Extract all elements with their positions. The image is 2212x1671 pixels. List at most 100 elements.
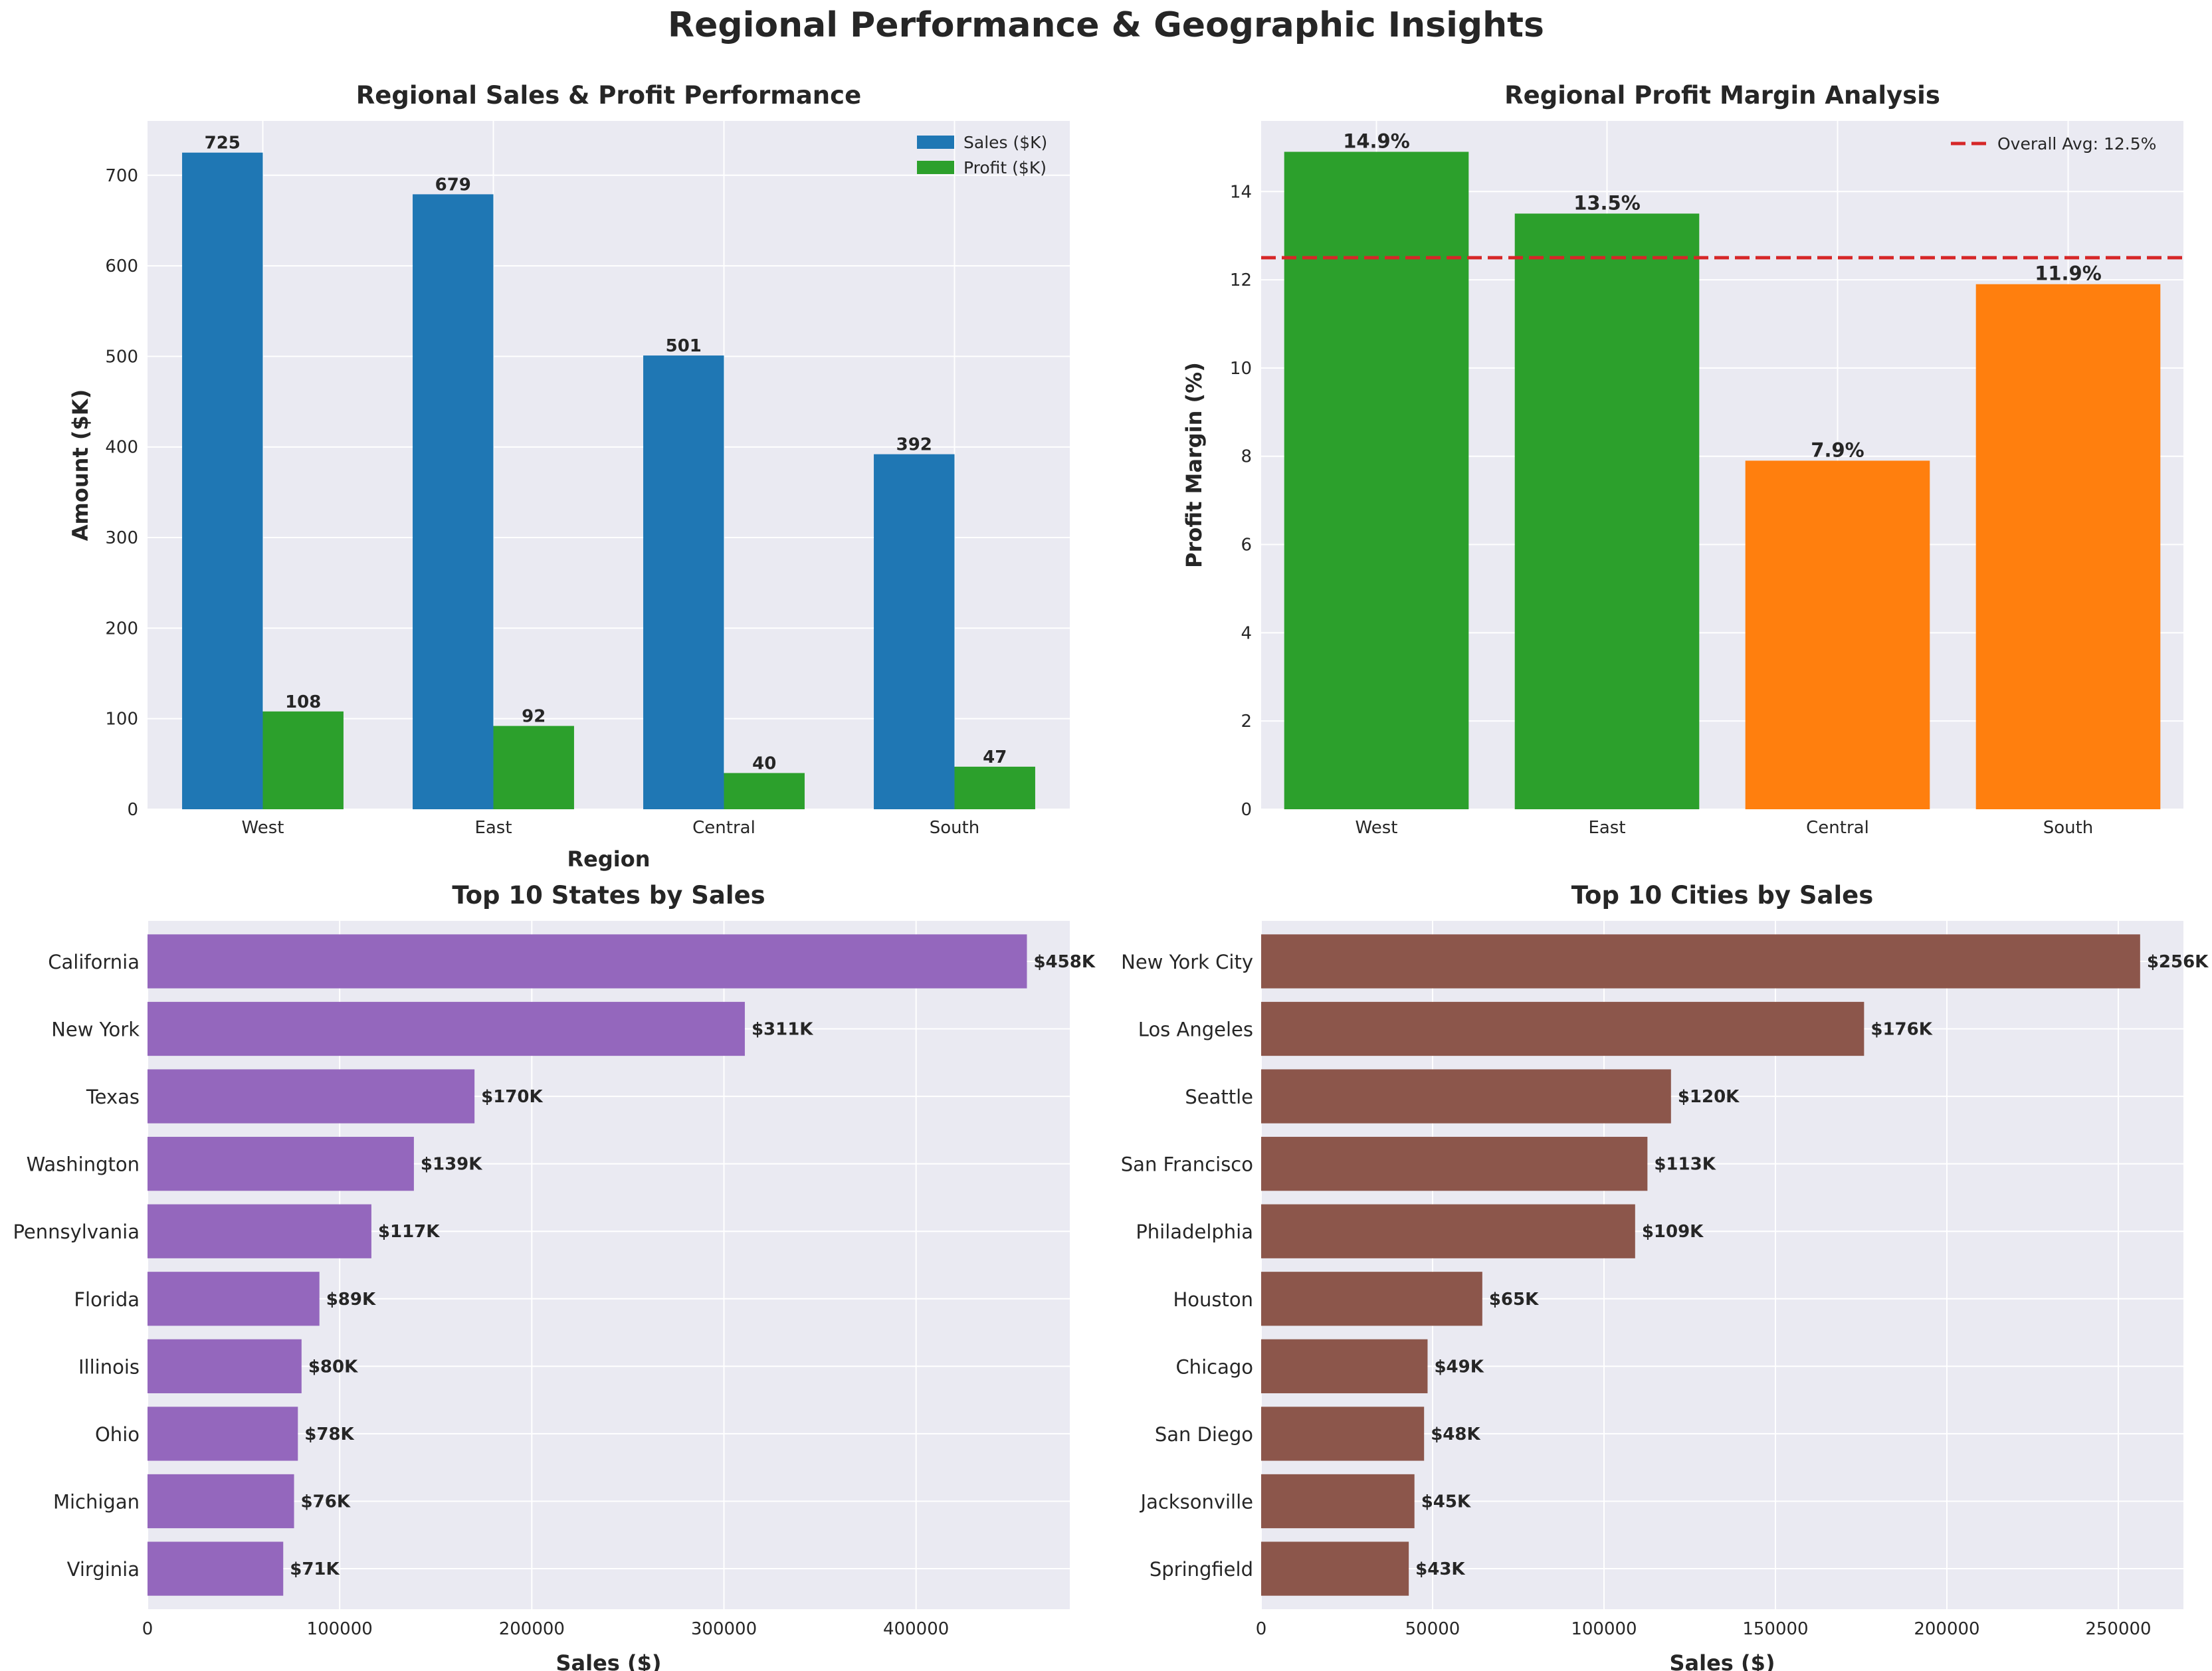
y-tick-label: 10	[1230, 359, 1252, 379]
city-bar	[1261, 1541, 1409, 1596]
y-tick-label: 400	[105, 438, 138, 458]
state-name-label: Texas	[86, 1086, 140, 1108]
state-bar	[148, 1137, 414, 1191]
y-tick-label: 500	[105, 347, 138, 367]
city-data-label: $109K	[1642, 1222, 1704, 1242]
x-tick-label-central: Central	[692, 818, 755, 838]
state-bar	[148, 1541, 284, 1596]
city-name-label: San Diego	[1155, 1423, 1253, 1446]
x-tick-label-east: East	[474, 818, 512, 838]
city-data-label: $45K	[1421, 1492, 1471, 1512]
state-data-label: $89K	[326, 1290, 376, 1310]
x-tick-label: 300000	[691, 1619, 757, 1639]
y-tick-label: 14	[1230, 182, 1252, 202]
city-name-label: Philadelphia	[1136, 1221, 1253, 1243]
y-tick-label: 700	[105, 166, 138, 186]
x-axis-label: Sales ($)	[1669, 1650, 1775, 1671]
city-bar	[1261, 1474, 1415, 1529]
y-tick-label: 0	[127, 800, 138, 820]
city-name-label: Jacksonville	[1140, 1490, 1253, 1513]
profit-data-label: 47	[983, 747, 1007, 767]
city-name-label: Houston	[1173, 1288, 1253, 1311]
city-data-label: $43K	[1415, 1559, 1465, 1579]
city-name-label: San Francisco	[1121, 1153, 1253, 1176]
city-name-label: Seattle	[1185, 1086, 1253, 1108]
sales-data-label: 725	[205, 134, 241, 153]
state-name-label: New York	[51, 1019, 140, 1041]
profit-bar-central	[724, 773, 805, 809]
state-name-label: Ohio	[95, 1423, 140, 1446]
margin-bar-south	[1975, 284, 2161, 809]
city-data-label: $113K	[1654, 1155, 1716, 1175]
x-tick-label-central: Central	[1806, 818, 1869, 838]
y-tick-label: 300	[105, 528, 138, 548]
margin-bar-east	[1514, 213, 1700, 809]
profit-data-label: 92	[522, 707, 546, 727]
legend-label-profit: Profit ($K)	[963, 158, 1047, 177]
figure-title: Regional Performance & Geographic Insigh…	[668, 5, 1544, 45]
state-name-label: California	[48, 951, 140, 973]
city-data-label: $176K	[1870, 1020, 1932, 1040]
city-data-label: $65K	[1489, 1290, 1539, 1310]
city-name-label: New York City	[1121, 951, 1253, 973]
city-bar	[1261, 1204, 1635, 1258]
state-bar	[148, 1474, 294, 1529]
x-tick-label: 150000	[1742, 1619, 1808, 1639]
profit-data-label: 108	[285, 692, 321, 712]
state-name-label: Pennsylvania	[13, 1221, 140, 1243]
state-data-label: $458K	[1033, 952, 1095, 972]
y-axis-label: Amount ($K)	[68, 389, 93, 541]
sales-bar-east	[413, 194, 494, 810]
chart-title-4: Top 10 Cities by Sales	[1571, 881, 1874, 910]
y-tick-label: 6	[1241, 536, 1252, 555]
margin-bar-west	[1284, 151, 1469, 809]
city-name-label: Springfield	[1150, 1558, 1253, 1581]
x-tick-label: 0	[1256, 1619, 1267, 1639]
x-tick-label: 100000	[1571, 1619, 1637, 1639]
x-tick-label: 50000	[1405, 1619, 1460, 1639]
sales-data-label: 679	[435, 175, 471, 195]
city-bar	[1261, 1272, 1482, 1326]
sales-bar-central	[643, 355, 724, 809]
x-tick-label-east: East	[1588, 818, 1625, 838]
x-tick-label-south: South	[2043, 818, 2094, 838]
x-tick-label: 250000	[2085, 1619, 2151, 1639]
state-data-label: $170K	[481, 1087, 543, 1107]
city-name-label: Los Angeles	[1138, 1019, 1253, 1041]
margin-data-label: 7.9%	[1811, 439, 1864, 461]
state-data-label: $311K	[752, 1020, 813, 1040]
state-name-label: Michigan	[53, 1490, 140, 1513]
legend-swatch-profit	[917, 161, 954, 174]
x-tick-label: 100000	[307, 1619, 373, 1639]
legend-swatch-sales	[917, 136, 954, 149]
y-tick-label: 12	[1230, 270, 1252, 290]
x-tick-label: 400000	[883, 1619, 949, 1639]
profit-bar-south	[954, 766, 1035, 809]
sales-bar-west	[182, 152, 263, 810]
x-tick-label-west: West	[1356, 818, 1398, 838]
margin-bar-central	[1745, 460, 1930, 809]
chart-title-2: Regional Profit Margin Analysis	[1504, 81, 1940, 110]
sales-data-label: 501	[666, 336, 702, 356]
city-bar	[1261, 934, 2140, 989]
margin-data-label: 13.5%	[1573, 191, 1641, 214]
x-axis-label: Sales ($)	[555, 1650, 661, 1671]
x-tick-label: 0	[142, 1619, 153, 1639]
state-bar	[148, 1001, 745, 1056]
city-bar	[1261, 1001, 1864, 1056]
y-tick-label: 600	[105, 256, 138, 276]
city-bar	[1261, 1137, 1648, 1191]
state-bar	[148, 1204, 371, 1258]
x-tick-label: 200000	[1914, 1619, 1979, 1639]
margin-data-label: 14.9%	[1343, 130, 1410, 152]
y-tick-label: 2	[1241, 712, 1252, 732]
y-tick-label: 4	[1241, 623, 1252, 643]
state-bar	[148, 1069, 475, 1124]
legend-label-sales: Sales ($K)	[963, 133, 1047, 152]
x-tick-label-west: West	[242, 818, 284, 838]
profit-data-label: 40	[752, 753, 776, 773]
state-name-label: Virginia	[67, 1558, 140, 1581]
state-data-label: $139K	[421, 1155, 482, 1175]
